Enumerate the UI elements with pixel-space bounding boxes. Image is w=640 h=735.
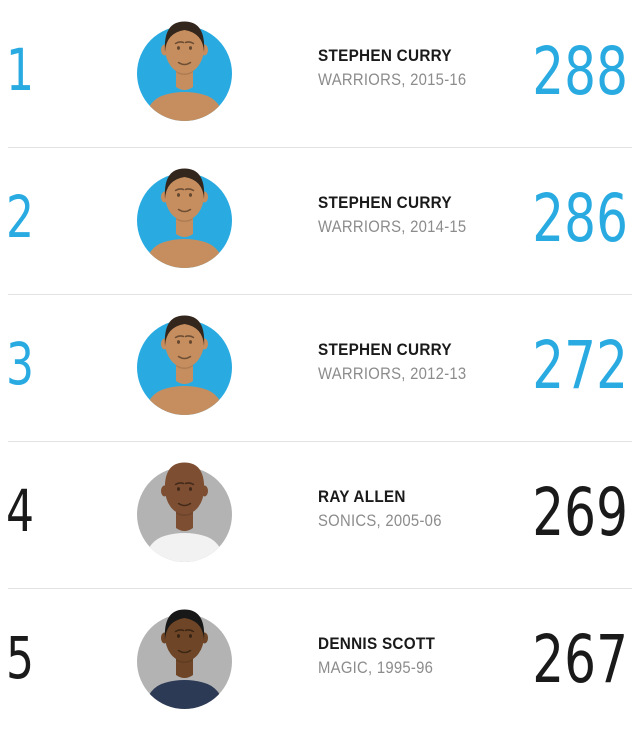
hair [164, 315, 205, 346]
player-headshot-icon [137, 462, 232, 562]
leaderboard-row: 4 [0, 441, 640, 588]
hair [164, 21, 205, 52]
player-name: STEPHEN CURRY [318, 340, 452, 360]
player-avatar [137, 609, 232, 709]
head [165, 22, 204, 74]
hair [164, 462, 205, 493]
face-features [174, 629, 195, 654]
stat-value: 288 [532, 32, 628, 110]
leaderboard-row: 2 [0, 147, 640, 294]
hair [164, 609, 205, 640]
team-season: WARRIORS, 2014-15 [318, 217, 467, 236]
face-features [174, 482, 195, 507]
player-headshot-icon [137, 21, 232, 121]
shoulders-jersey [144, 239, 225, 268]
stat-value: 267 [532, 620, 628, 698]
leaderboard-row: 1 [0, 0, 640, 147]
player-headshot-icon [137, 609, 232, 709]
player-name: RAY ALLEN [318, 487, 406, 507]
player-info: STEPHEN CURRY WARRIORS, 2012-13 [318, 340, 466, 384]
head [165, 610, 204, 662]
player-name: DENNIS SCOTT [318, 634, 436, 654]
face-features [174, 188, 195, 213]
player-avatar [137, 21, 232, 121]
player-avatar [137, 315, 232, 415]
face-features [174, 41, 195, 66]
player-name: STEPHEN CURRY [318, 46, 452, 66]
rank-number: 4 [6, 476, 35, 545]
player-avatar [137, 168, 232, 268]
stat-value: 272 [532, 326, 628, 404]
shoulders-jersey [144, 680, 225, 709]
team-season: WARRIORS, 2012-13 [318, 364, 467, 383]
head [165, 169, 204, 221]
shoulders-jersey [144, 533, 225, 562]
player-info: STEPHEN CURRY WARRIORS, 2014-15 [318, 193, 466, 237]
stat-value: 269 [532, 473, 628, 551]
player-headshot-icon [137, 168, 232, 268]
player-info: STEPHEN CURRY WARRIORS, 2015-16 [318, 46, 466, 90]
head [165, 463, 204, 515]
rank-number: 5 [6, 623, 35, 692]
rank-number: 3 [6, 329, 35, 398]
team-season: SONICS, 2005-06 [318, 511, 442, 530]
team-season: WARRIORS, 2015-16 [318, 70, 467, 89]
player-info: DENNIS SCOTT MAGIC, 1995-96 [318, 634, 435, 678]
shoulders-jersey [144, 92, 225, 121]
shoulders-jersey [144, 386, 225, 415]
team-season: MAGIC, 1995-96 [318, 658, 434, 677]
player-avatar [137, 462, 232, 562]
leaderboard-row: 5 [0, 588, 640, 735]
player-name: STEPHEN CURRY [318, 193, 452, 213]
stat-value: 286 [532, 179, 628, 257]
hair [164, 168, 205, 199]
leaderboard-row: 3 [0, 294, 640, 441]
head [165, 316, 204, 368]
player-info: RAY ALLEN SONICS, 2005-06 [318, 487, 442, 531]
face-features [174, 335, 195, 360]
rank-number: 2 [6, 182, 35, 251]
rank-number: 1 [6, 35, 35, 104]
player-headshot-icon [137, 315, 232, 415]
